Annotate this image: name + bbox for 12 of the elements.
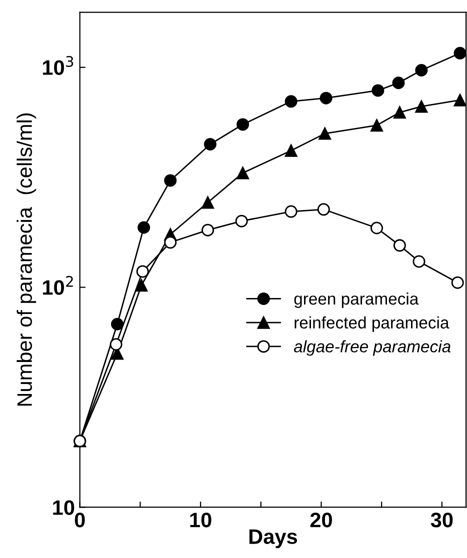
y-tick-label: 10$^{2}$ <box>42 276 73 295</box>
x-tick-label: 0 <box>74 512 85 528</box>
x-tick-label: 10 <box>190 512 212 528</box>
y-tick-label: 10 <box>53 500 74 515</box>
x-axis-title: Days <box>249 529 298 548</box>
y-tick-label: 10$^{3}$ <box>42 56 74 75</box>
y-axis-title: Number of paramecia (cells/ml) <box>16 113 36 406</box>
legend-label: algae-free paramecia <box>294 340 451 356</box>
x-tick-label: 30 <box>430 512 453 528</box>
x-tick-label: 20 <box>310 512 332 528</box>
legend-label: green paramecia <box>294 292 419 308</box>
legend-label: reinfected paramecia <box>294 316 450 332</box>
